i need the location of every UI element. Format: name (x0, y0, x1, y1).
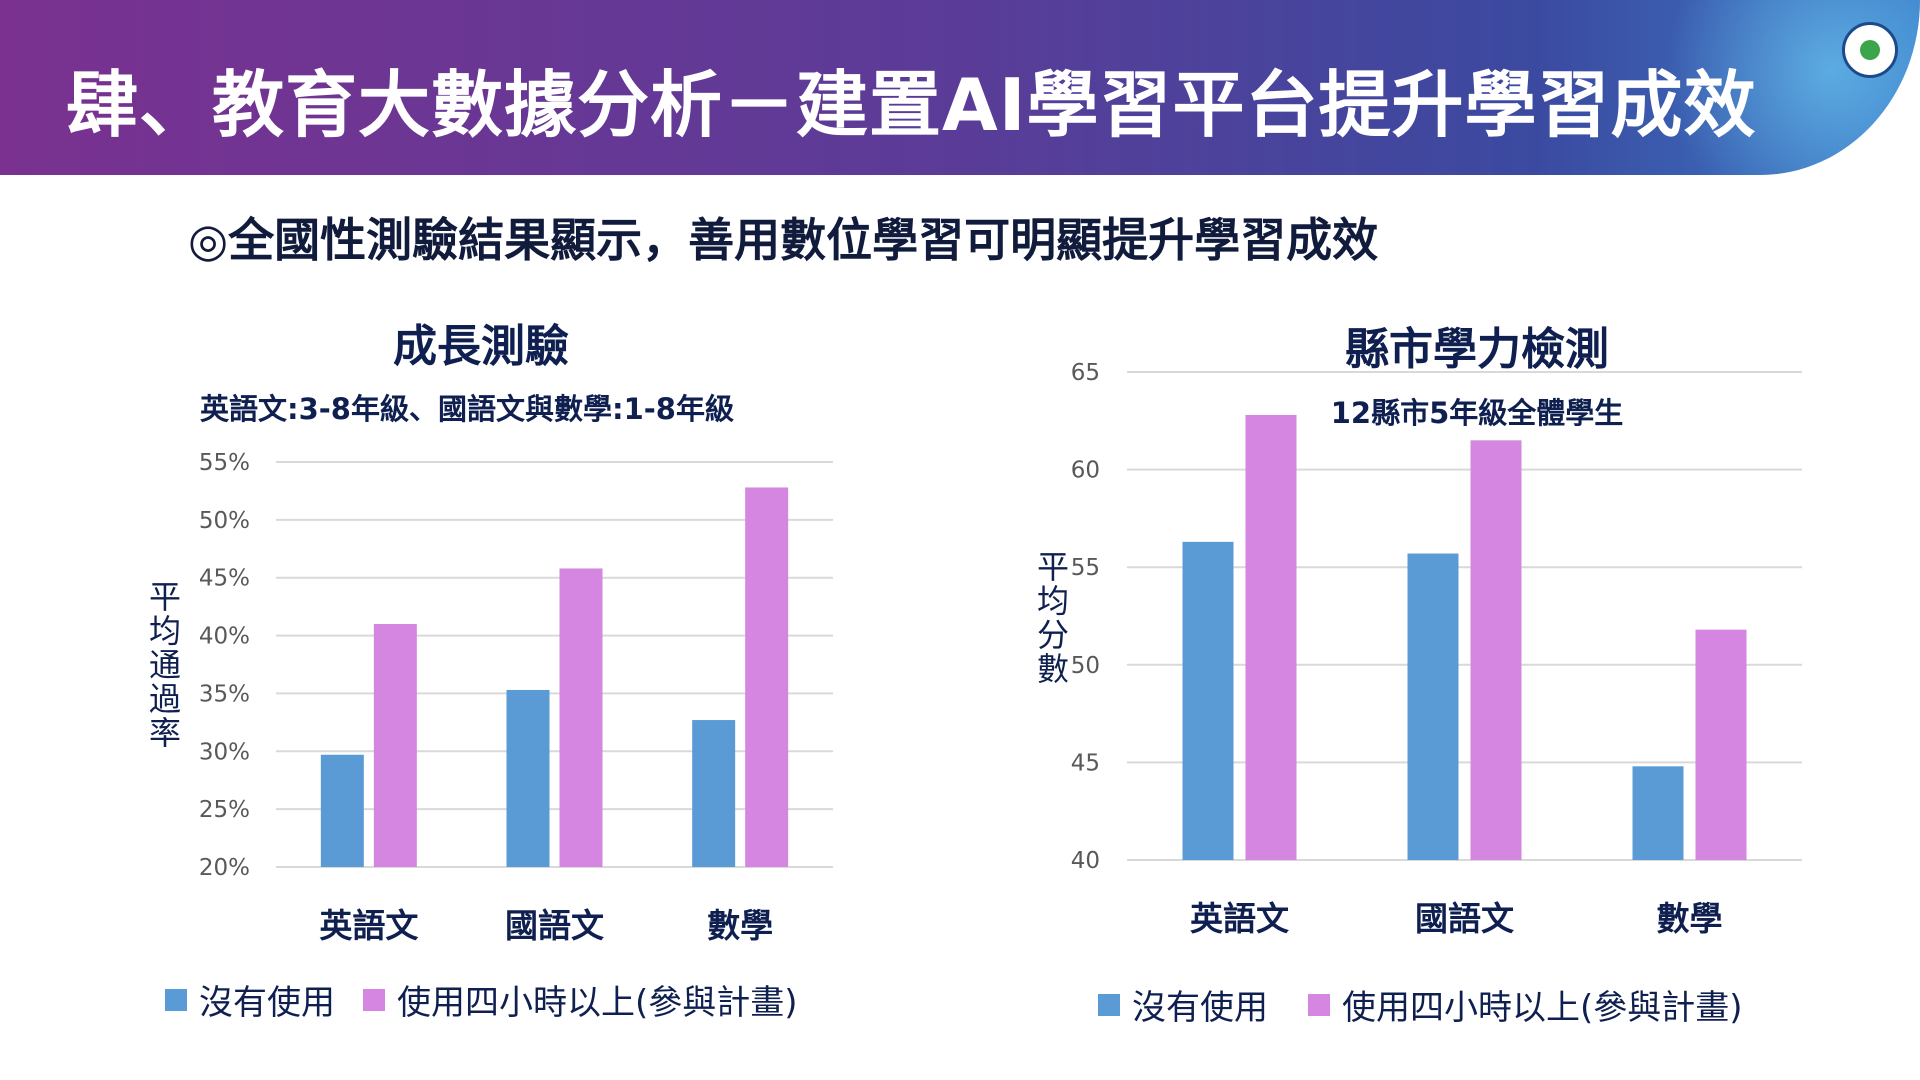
y-tick-label: 50% (199, 508, 250, 534)
bar-use (1695, 629, 1747, 860)
y-tick-label: 65 (1071, 360, 1100, 386)
chart1-ylabel: 平均通過率 (144, 580, 182, 750)
legend-label: 使用四小時以上(參與計畫) (397, 983, 798, 1023)
bar-use (1245, 414, 1297, 860)
y-tick-label: 55% (199, 450, 250, 476)
bar-no-use (1182, 541, 1234, 860)
chart2-subtitle: 12縣市5年級全體學生 (1330, 396, 1624, 430)
y-tick-label: 40 (1071, 848, 1100, 874)
bar-no-use (506, 689, 550, 867)
chart2-legend: 沒有使用 使用四小時以上(參與計畫) (1098, 980, 1771, 1029)
bar-use (1470, 440, 1522, 860)
legend-label: 使用四小時以上(參與計畫) (1342, 988, 1743, 1028)
y-tick-label: 45% (199, 566, 250, 592)
legend-item-use: 使用四小時以上(參與計畫) (1308, 980, 1743, 1029)
chart2-title: 縣市學力檢測 (1345, 324, 1609, 375)
y-tick-label: 50 (1071, 653, 1100, 679)
legend-item-no-use: 沒有使用 (165, 975, 335, 1024)
chart2-ylabel: 平均分數 (1032, 550, 1070, 686)
slide-title: 肆、教育大數據分析－建置AI學習平台提升學習成效 (66, 63, 1757, 147)
bar-no-use (692, 720, 736, 867)
y-tick-label: 40% (199, 624, 250, 650)
y-tick-label: 20% (199, 855, 250, 881)
bar-use (559, 568, 603, 867)
x-category-label: 國語文 (505, 906, 604, 945)
header-banner: 肆、教育大數據分析－建置AI學習平台提升學習成效 (0, 0, 1920, 175)
legend-item-use: 使用四小時以上(參與計畫) (363, 975, 798, 1024)
y-tick-label: 55 (1071, 555, 1100, 581)
x-category-label: 數學 (707, 906, 773, 945)
bar-use (373, 624, 417, 867)
chart1-title: 成長測驗 (393, 321, 569, 372)
bar-no-use (320, 754, 364, 867)
legend-item-no-use: 沒有使用 (1098, 980, 1268, 1029)
bar-no-use (1632, 766, 1684, 860)
legend-swatch (363, 988, 385, 1011)
x-category-label: 國語文 (1415, 899, 1514, 938)
legend-swatch (165, 988, 187, 1011)
x-category-label: 英語文 (319, 906, 418, 945)
x-category-label: 數學 (1657, 899, 1723, 938)
legend-swatch (1098, 993, 1120, 1016)
y-tick-label: 60 (1071, 458, 1100, 484)
y-tick-label: 30% (199, 739, 250, 765)
logo-emblem-icon (1860, 40, 1880, 60)
y-tick-label: 45 (1071, 750, 1100, 776)
bar-use (745, 487, 789, 867)
x-category-label: 英語文 (1190, 899, 1289, 938)
y-tick-label: 35% (199, 681, 250, 707)
legend-swatch (1308, 993, 1330, 1016)
slide-subtitle: ◎全國性測驗結果顯示，善用數位學習可明顯提升學習成效 (188, 213, 1379, 267)
y-tick-label: 25% (199, 797, 250, 823)
chart1-subtitle: 英語文:3-8年級、國語文與數學:1-8年級 (200, 392, 734, 426)
legend-label: 沒有使用 (199, 983, 335, 1023)
chart1-legend: 沒有使用 使用四小時以上(參與計畫) (165, 975, 826, 1024)
legend-label: 沒有使用 (1132, 988, 1268, 1028)
bar-no-use (1407, 553, 1459, 860)
ministry-logo (1842, 22, 1898, 78)
